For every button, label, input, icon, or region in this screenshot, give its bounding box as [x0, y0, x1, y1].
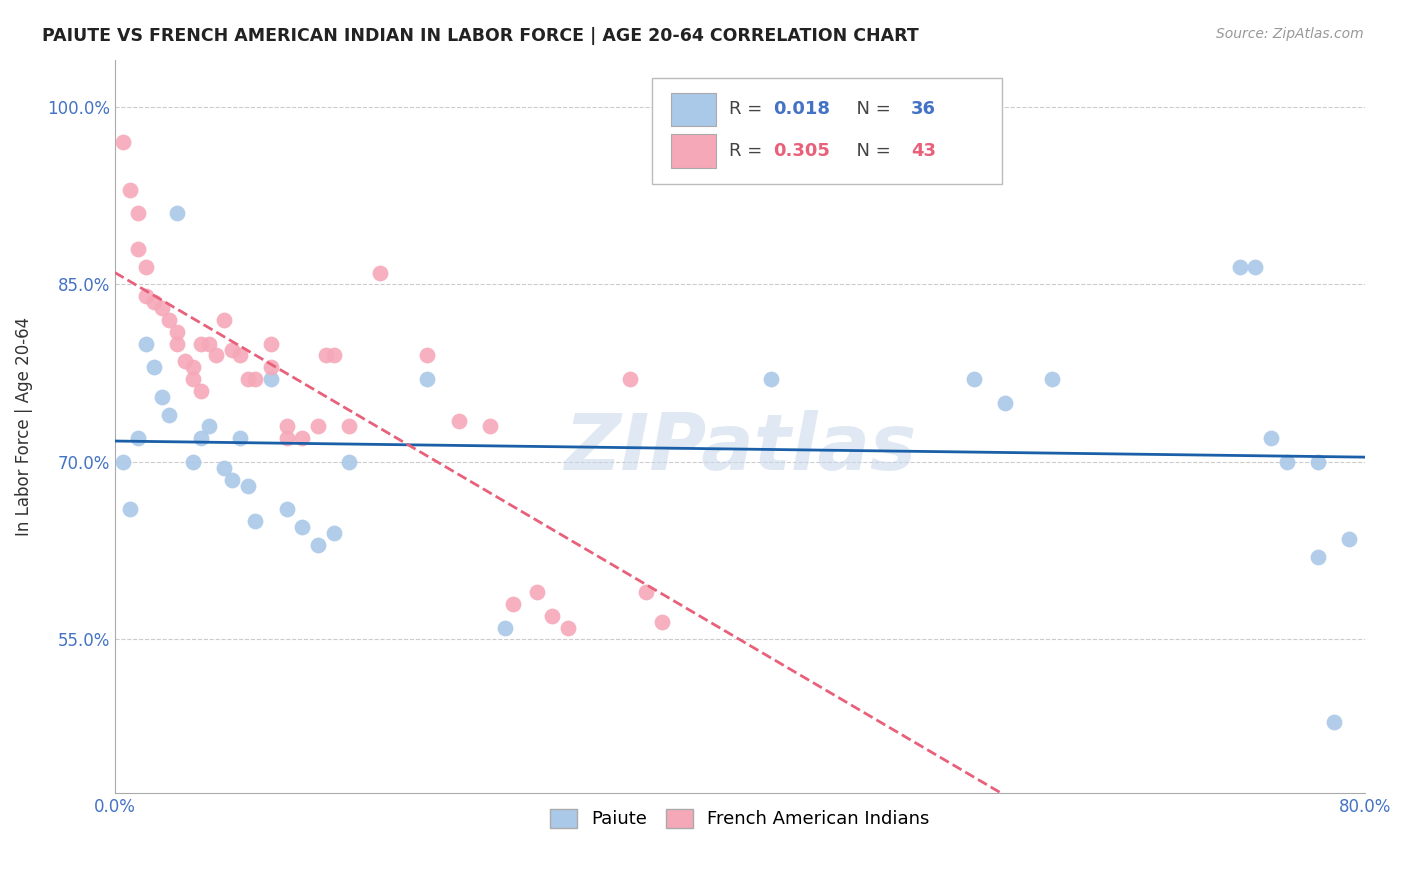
Point — [307, 419, 329, 434]
Text: Source: ZipAtlas.com: Source: ZipAtlas.com — [1216, 27, 1364, 41]
Point — [197, 419, 219, 434]
Point — [166, 325, 188, 339]
Point — [1339, 532, 1361, 546]
Point — [127, 206, 149, 220]
Point — [159, 408, 181, 422]
Point — [276, 431, 298, 445]
Point — [245, 514, 267, 528]
Point — [205, 349, 228, 363]
Text: 36: 36 — [911, 101, 936, 119]
Point — [166, 336, 188, 351]
Point — [1275, 455, 1298, 469]
Point — [634, 585, 657, 599]
Point — [1244, 260, 1267, 274]
Point — [1040, 372, 1063, 386]
Point — [322, 349, 344, 363]
Point — [315, 349, 337, 363]
Point — [236, 478, 259, 492]
Point — [135, 289, 157, 303]
Point — [291, 520, 314, 534]
Point — [1306, 455, 1329, 469]
Point — [337, 455, 360, 469]
Point — [181, 455, 204, 469]
Point — [221, 473, 243, 487]
Point — [447, 413, 470, 427]
Point — [197, 336, 219, 351]
Text: 0.018: 0.018 — [773, 101, 831, 119]
FancyBboxPatch shape — [652, 78, 1002, 185]
Point — [994, 396, 1017, 410]
Point — [166, 206, 188, 220]
Point — [159, 313, 181, 327]
Point — [212, 313, 235, 327]
Point — [1306, 549, 1329, 564]
Text: R =: R = — [728, 143, 768, 161]
Text: PAIUTE VS FRENCH AMERICAN INDIAN IN LABOR FORCE | AGE 20-64 CORRELATION CHART: PAIUTE VS FRENCH AMERICAN INDIAN IN LABO… — [42, 27, 920, 45]
Point — [502, 597, 524, 611]
Point — [416, 349, 439, 363]
Point — [236, 372, 259, 386]
Text: N =: N = — [845, 101, 896, 119]
Text: ZIPatlas: ZIPatlas — [564, 410, 915, 486]
Point — [370, 266, 392, 280]
Point — [142, 360, 165, 375]
Point — [337, 419, 360, 434]
Point — [1260, 431, 1282, 445]
Point — [190, 384, 212, 398]
Point — [260, 372, 283, 386]
Point — [127, 242, 149, 256]
Text: 43: 43 — [911, 143, 936, 161]
Point — [1229, 260, 1251, 274]
Point — [221, 343, 243, 357]
Y-axis label: In Labor Force | Age 20-64: In Labor Force | Age 20-64 — [15, 317, 32, 536]
Text: N =: N = — [845, 143, 896, 161]
Text: 0.305: 0.305 — [773, 143, 831, 161]
Point — [150, 390, 173, 404]
Point — [1322, 715, 1344, 730]
FancyBboxPatch shape — [671, 135, 716, 169]
Point — [111, 455, 134, 469]
Point — [494, 621, 516, 635]
Point — [127, 431, 149, 445]
Point — [190, 431, 212, 445]
Point — [111, 136, 134, 150]
Point — [307, 538, 329, 552]
Point — [120, 183, 142, 197]
Point — [142, 295, 165, 310]
Point — [260, 336, 283, 351]
Point — [190, 336, 212, 351]
Point — [135, 260, 157, 274]
Text: R =: R = — [728, 101, 768, 119]
Point — [276, 502, 298, 516]
Point — [759, 372, 782, 386]
Point — [619, 372, 641, 386]
Point — [416, 372, 439, 386]
Point — [229, 349, 252, 363]
Point — [181, 372, 204, 386]
Point — [229, 431, 252, 445]
Point — [150, 301, 173, 315]
FancyBboxPatch shape — [671, 93, 716, 127]
Point — [120, 502, 142, 516]
Point — [212, 461, 235, 475]
Point — [260, 360, 283, 375]
Point — [245, 372, 267, 386]
Point — [541, 608, 564, 623]
Point — [291, 431, 314, 445]
Point — [276, 419, 298, 434]
Point — [478, 419, 501, 434]
Point — [322, 526, 344, 541]
Point — [135, 336, 157, 351]
Point — [651, 615, 673, 629]
Point — [526, 585, 548, 599]
Point — [174, 354, 197, 368]
Legend: Paiute, French American Indians: Paiute, French American Indians — [543, 802, 936, 836]
Point — [181, 360, 204, 375]
Point — [963, 372, 986, 386]
Point — [557, 621, 579, 635]
